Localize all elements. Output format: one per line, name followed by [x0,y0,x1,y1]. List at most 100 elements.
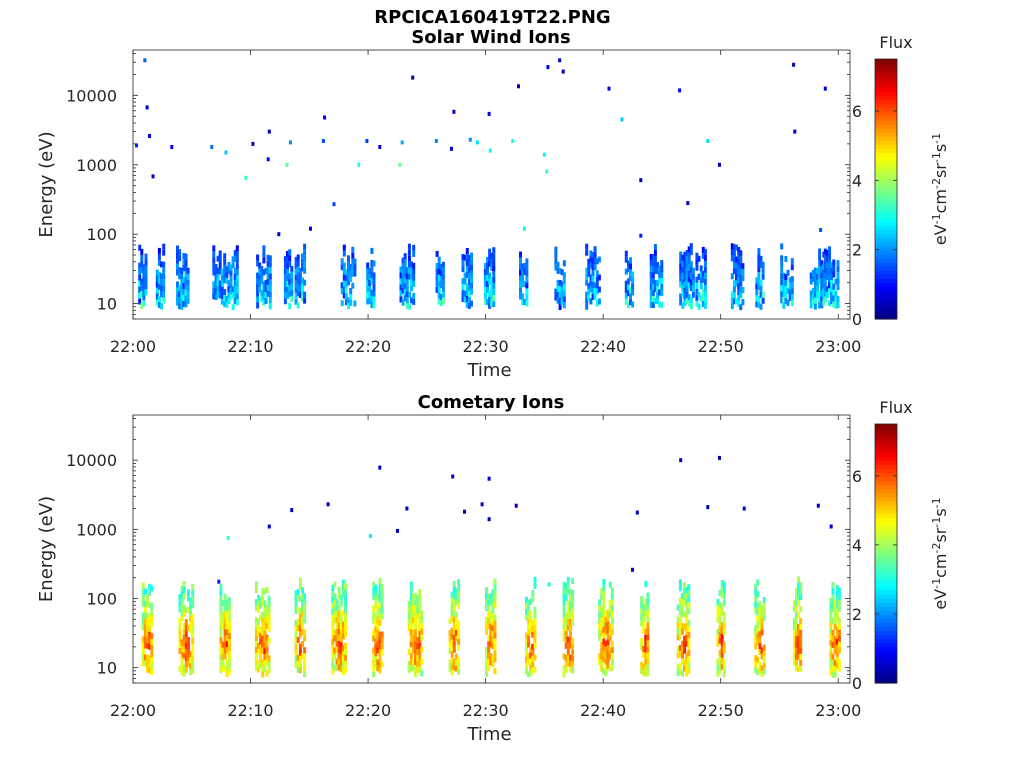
burst-cell [374,632,378,639]
burst-cell [290,295,294,302]
burst-cell [610,605,614,612]
burst-cell [585,249,589,256]
burst-cell [566,636,570,643]
burst-cell [833,647,837,654]
burst-cell [598,611,602,618]
burst-cell [780,285,784,292]
burst-cell [331,608,335,615]
burst-cell [604,640,608,647]
burst-cell [687,643,691,650]
burst-cell [184,655,188,661]
burst-cell [492,253,496,260]
burst-cell [756,591,760,598]
burst-cell [141,582,145,589]
burst-cell [755,277,759,284]
burst-cell [681,272,685,279]
burst-cell [337,592,341,599]
colorbar-segment [875,290,897,296]
burst-cell [435,268,439,275]
burst-cell [437,298,441,305]
burst-cell [649,295,653,302]
burst-cell [303,297,307,304]
burst-cell [676,604,680,611]
burst-cell [231,292,235,299]
burst-cell [720,633,724,640]
burst-cell [235,293,239,300]
burst-cell [296,654,300,661]
burst-cell [527,611,531,618]
burst-cell [256,296,260,303]
burst-cell [331,626,335,633]
burst-cell [818,260,822,267]
burst-cell [560,269,564,276]
burst-cell [600,641,604,648]
burst-cell [418,589,422,596]
burst-cell [718,601,722,608]
burst-cell [835,662,839,669]
burst-cell [685,604,689,611]
flux-point [558,58,562,63]
burst-cell [301,593,304,600]
burst-cell [646,592,650,599]
colorbar-unit-label: eV-1cm-2sr-1s-1 [930,497,951,609]
burst-cell [646,634,650,641]
burst-cell [261,635,265,642]
burst-cell [600,653,604,660]
burst-cell [521,269,525,276]
burst-cell [303,653,307,660]
burst-cell [258,262,262,269]
flux-point [678,88,682,93]
burst-cell [730,255,734,262]
burst-cell [493,644,497,651]
colorbar-segment [875,107,897,113]
burst-cell [564,583,568,590]
burst-cell [368,267,372,274]
burst-cell [758,637,762,644]
burst-cell [683,275,687,282]
burst-cell [187,589,190,596]
burst-cell [795,635,798,642]
colorbar-segment [875,581,897,587]
colorbar-segment [875,598,897,603]
burst-cell [525,608,528,615]
burst-cell [585,273,589,280]
burst-cell [604,652,608,659]
burst-cell [795,665,798,672]
colorbar-segment [875,298,897,304]
burst-cell [368,273,372,280]
burst-cell [160,291,163,298]
colorbar-segment [875,678,897,684]
burst-2 [176,245,190,310]
burst-cell [591,264,595,270]
burst-cell [268,273,272,280]
burst-cell [797,576,801,583]
burst-cell [533,606,537,613]
burst-cell [489,641,493,648]
burst-cell [831,659,835,666]
colorbar-segment [875,577,897,583]
burst-cell [529,628,533,635]
burst-cell [757,272,761,279]
flux-point [639,178,643,183]
burst-cell [182,259,186,265]
burst-cell [658,289,662,296]
burst-cell [624,292,628,299]
burst-cell [795,641,798,648]
burst-cell [333,665,337,672]
colorbar-segment [875,448,897,453]
burst-cell [689,279,693,286]
burst-cell [454,665,458,672]
burst-cell [683,281,687,288]
burst-cell [493,584,497,591]
burst-cell [829,633,833,640]
burst-cell [797,588,801,595]
burst-cell [182,664,186,671]
colorbar-segment [875,452,897,457]
burst-cell [140,302,144,309]
burst-cell [754,667,758,674]
burst-cell [261,659,265,666]
burst-cell [366,286,370,293]
burst-cell [180,663,184,670]
